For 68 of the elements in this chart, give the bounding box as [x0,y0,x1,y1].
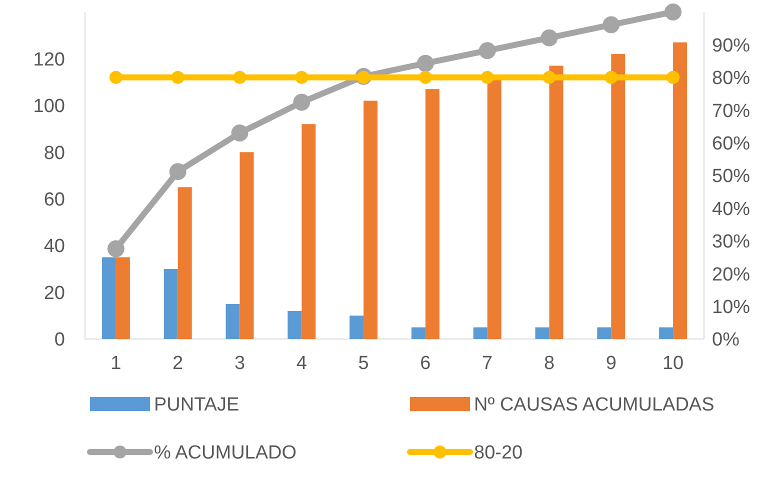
y-tick-label: 60 [44,190,65,211]
bar [116,257,130,339]
legend-label: Nº CAUSAS ACUMULADAS [474,394,714,416]
point [107,240,124,258]
y2-tick-label: 70% [712,100,750,122]
point [109,70,122,84]
x-tick-label: 3 [234,353,246,374]
y-tick-label: 0 [54,330,65,351]
bar [226,304,240,339]
bar [597,327,612,339]
legend-label: % ACUMULADO [154,442,297,464]
legend-label: PUNTAJE [154,394,240,416]
point [664,4,682,20]
point [171,70,184,84]
x-tick-label: 6 [420,353,431,374]
y-tick-label: 100 [33,96,65,118]
y2-tick-label: 20% [712,264,750,286]
x-tick-label: 5 [358,353,369,374]
point [666,70,680,84]
bar [178,187,192,339]
point [293,94,310,111]
bar [411,327,426,339]
legend-label: 80-20 [474,442,523,464]
point [295,70,308,84]
y2-tick-label: 0% [712,330,740,351]
bar [350,316,364,339]
bar [611,54,626,339]
point [478,42,496,60]
x-tick-label: 2 [172,353,184,374]
y-tick-label: 20 [44,282,65,304]
x-tick-label: 9 [606,353,616,374]
bar [659,327,674,339]
x-tick-label: 1 [110,353,122,374]
bar [425,89,440,339]
point [233,70,246,84]
bar [549,66,564,339]
y2-tick-label: 60% [712,133,750,154]
bar [164,268,178,339]
y2-tick-label: 40% [712,198,750,220]
x-tick-label: 4 [296,353,308,374]
bar [473,327,488,339]
y2-tick-label: 90% [712,35,750,56]
point [602,16,620,34]
y-tick-label: 40 [44,236,65,258]
x-tick-label: 10 [662,353,684,374]
bar [302,124,316,339]
point [231,124,248,142]
bar [240,152,254,339]
y2-tick-label: 50% [712,166,750,188]
bar [288,310,302,339]
y2-tick-label: 10% [712,296,750,318]
point [540,29,558,46]
y2-tick-label: 80% [712,68,750,90]
bar [535,327,550,339]
y2-tick-label: 30% [712,232,750,253]
x-tick-label: 8 [544,353,555,374]
x-tick-label: 7 [482,353,493,374]
y-tick-label: 120 [33,49,65,70]
point [480,70,494,84]
point [169,163,186,180]
point [604,70,618,84]
bar [102,257,116,339]
point [542,70,556,84]
bar [364,100,378,339]
bar [673,42,688,339]
y-tick-label: 80 [44,142,65,164]
point [416,54,434,72]
point [418,70,432,84]
